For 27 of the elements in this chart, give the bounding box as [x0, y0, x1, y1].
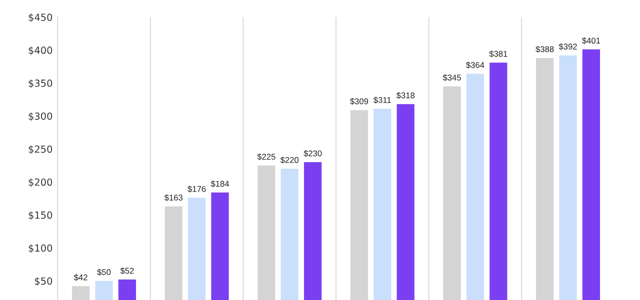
text: $220 — [280, 156, 299, 164]
text: $176 — [188, 186, 206, 192]
text: $52 — [120, 267, 134, 274]
text: $184 — [210, 180, 230, 188]
y-tick-label: $150 — [28, 211, 52, 220]
y-tick-label: $200 — [28, 178, 52, 188]
text: $388 — [536, 46, 554, 53]
text: $318 — [396, 92, 415, 99]
y-tick-label: $250 — [28, 145, 52, 154]
y-tick-label: $400 — [28, 46, 52, 56]
y-tick-label: $450 — [28, 13, 52, 22]
text: $163 — [164, 194, 183, 202]
text: $309 — [350, 98, 368, 105]
text: $311 — [374, 96, 391, 104]
text: $392 — [558, 43, 577, 50]
y-tick-label: $100 — [28, 244, 52, 254]
y-tick-label: $50 — [34, 277, 52, 286]
text: $381 — [489, 50, 508, 58]
text: $225 — [257, 153, 276, 160]
text: $364 — [466, 62, 484, 68]
text: $401 — [582, 37, 600, 44]
y-tick-label: $350 — [28, 79, 52, 88]
text: $345 — [442, 74, 461, 82]
y-tick-label: $300 — [28, 112, 52, 122]
text: $50 — [97, 268, 111, 276]
text: $42 — [74, 274, 88, 281]
text: $230 — [304, 150, 322, 157]
